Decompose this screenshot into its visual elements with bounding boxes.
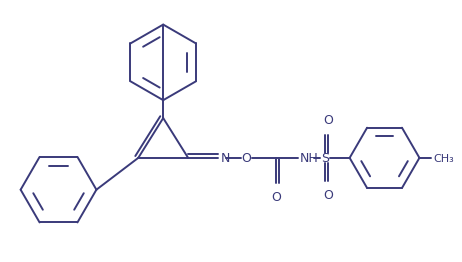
Text: N: N (221, 152, 231, 165)
Text: O: O (271, 191, 281, 204)
Text: O: O (323, 189, 333, 202)
Text: S: S (321, 152, 329, 165)
Text: O: O (323, 114, 333, 127)
Text: O: O (241, 152, 251, 165)
Text: CH₃: CH₃ (433, 154, 454, 164)
Text: NH: NH (300, 152, 318, 165)
